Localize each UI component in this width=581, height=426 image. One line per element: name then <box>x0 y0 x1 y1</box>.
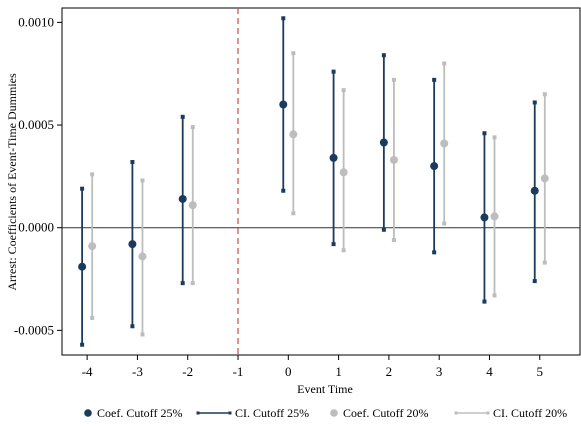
x-tick-label: -4 <box>82 364 93 379</box>
legend-line-cap <box>196 411 200 415</box>
ci-cap-low <box>281 188 286 193</box>
ci-cap-low <box>492 293 497 298</box>
ci-cap-low <box>140 332 145 337</box>
coef-point <box>339 168 348 177</box>
ci-cap-low <box>542 260 547 265</box>
ci-cap-low <box>190 281 195 286</box>
ci-cap-high <box>492 135 497 140</box>
ci-cap-high <box>140 178 145 183</box>
ci-cap-high <box>80 186 85 191</box>
coef-point <box>128 240 137 249</box>
ci-cap-high <box>130 159 135 164</box>
coef-point <box>279 100 288 109</box>
legend-item: CI. Cutoff 20% <box>454 406 567 420</box>
legend-dot-marker <box>84 409 92 417</box>
coef-point <box>430 162 439 171</box>
ci-cap-high <box>432 77 437 82</box>
x-tick-label: 5 <box>537 364 544 379</box>
y-tick-label: 0.0010 <box>18 14 54 29</box>
legend-label: Coef. Cutoff 25% <box>97 406 182 420</box>
ci-cap-high <box>190 125 195 130</box>
x-tick-label: 1 <box>335 364 342 379</box>
ci-cap-low <box>341 248 346 253</box>
ci-cap-high <box>90 172 95 177</box>
ci-cap-low <box>432 250 437 255</box>
ci-cap-low <box>130 324 135 329</box>
y-tick-label: 0.0005 <box>18 117 54 132</box>
ci-cap-high <box>291 51 296 56</box>
coef-point <box>490 212 499 221</box>
y-tick-label: 0.0000 <box>18 220 54 235</box>
ci-cap-low <box>331 242 336 247</box>
x-tick-label: -2 <box>182 364 193 379</box>
ci-cap-low <box>180 281 185 286</box>
ci-cap-low <box>80 342 85 347</box>
series-2 <box>88 51 549 337</box>
coef-point <box>178 194 187 203</box>
ci-cap-low <box>381 227 386 232</box>
plot-frame <box>61 7 581 356</box>
x-tick-label: 4 <box>486 364 493 379</box>
y-tick-label: -0.0005 <box>14 322 54 337</box>
ci-cap-low <box>391 238 396 243</box>
coef-point <box>480 213 489 222</box>
x-tick-label: 2 <box>386 364 393 379</box>
legend-dot-marker <box>330 409 338 417</box>
coef-point <box>389 155 398 164</box>
series-1 <box>78 16 539 347</box>
x-tick-label: -3 <box>132 364 143 379</box>
ci-cap-high <box>391 77 396 82</box>
y-axis-title: Arrest: Coefficients of Event-Time Dummi… <box>5 73 19 291</box>
legend-item: Coef. Cutoff 25% <box>84 406 182 420</box>
legend-label: CI. Cutoff 20% <box>493 406 567 420</box>
legend-line-cap <box>228 411 232 415</box>
ci-cap-high <box>331 69 336 74</box>
legend-line-cap <box>486 411 490 415</box>
legend-item: Coef. Cutoff 20% <box>330 406 428 420</box>
ci-cap-low <box>291 211 296 216</box>
legend-item: CI. Cutoff 25% <box>196 406 309 420</box>
ci-cap-high <box>341 88 346 93</box>
coef-point <box>138 252 147 261</box>
ci-cap-high <box>532 100 537 105</box>
coef-point <box>540 174 549 183</box>
ci-cap-high <box>542 92 547 97</box>
coef-point <box>78 262 87 271</box>
ci-cap-low <box>90 316 95 321</box>
coef-point <box>88 242 97 251</box>
series-marks <box>78 16 549 347</box>
legend-label: CI. Cutoff 25% <box>235 406 309 420</box>
ci-cap-low <box>532 279 537 284</box>
coef-point <box>440 139 449 148</box>
x-axis-title: Event Time <box>297 382 353 396</box>
y-axis-ticks: -0.0005 0.0000 0.0005 0.0010 <box>14 14 62 337</box>
legend-label: Coef. Cutoff 20% <box>343 406 428 420</box>
ci-cap-high <box>442 61 447 66</box>
ci-cap-high <box>381 53 386 58</box>
legend-line-cap <box>454 411 458 415</box>
coef-point <box>329 153 338 162</box>
x-tick-label: 0 <box>285 364 292 379</box>
legend: Coef. Cutoff 25% CI. Cutoff 25% Coef. Cuto… <box>84 406 567 420</box>
coef-point <box>188 201 197 210</box>
x-tick-label: -1 <box>233 364 244 379</box>
x-axis-ticks: -4 -3 -2 -1 0 1 2 3 4 5 <box>82 355 543 379</box>
ci-cap-low <box>442 221 447 226</box>
x-tick-label: 3 <box>436 364 443 379</box>
ci-cap-high <box>281 16 286 21</box>
ci-cap-high <box>180 114 185 119</box>
coef-point <box>289 130 298 139</box>
coef-point <box>530 186 539 195</box>
ci-cap-high <box>482 131 487 136</box>
coef-point <box>379 138 388 147</box>
ci-cap-low <box>482 299 487 304</box>
